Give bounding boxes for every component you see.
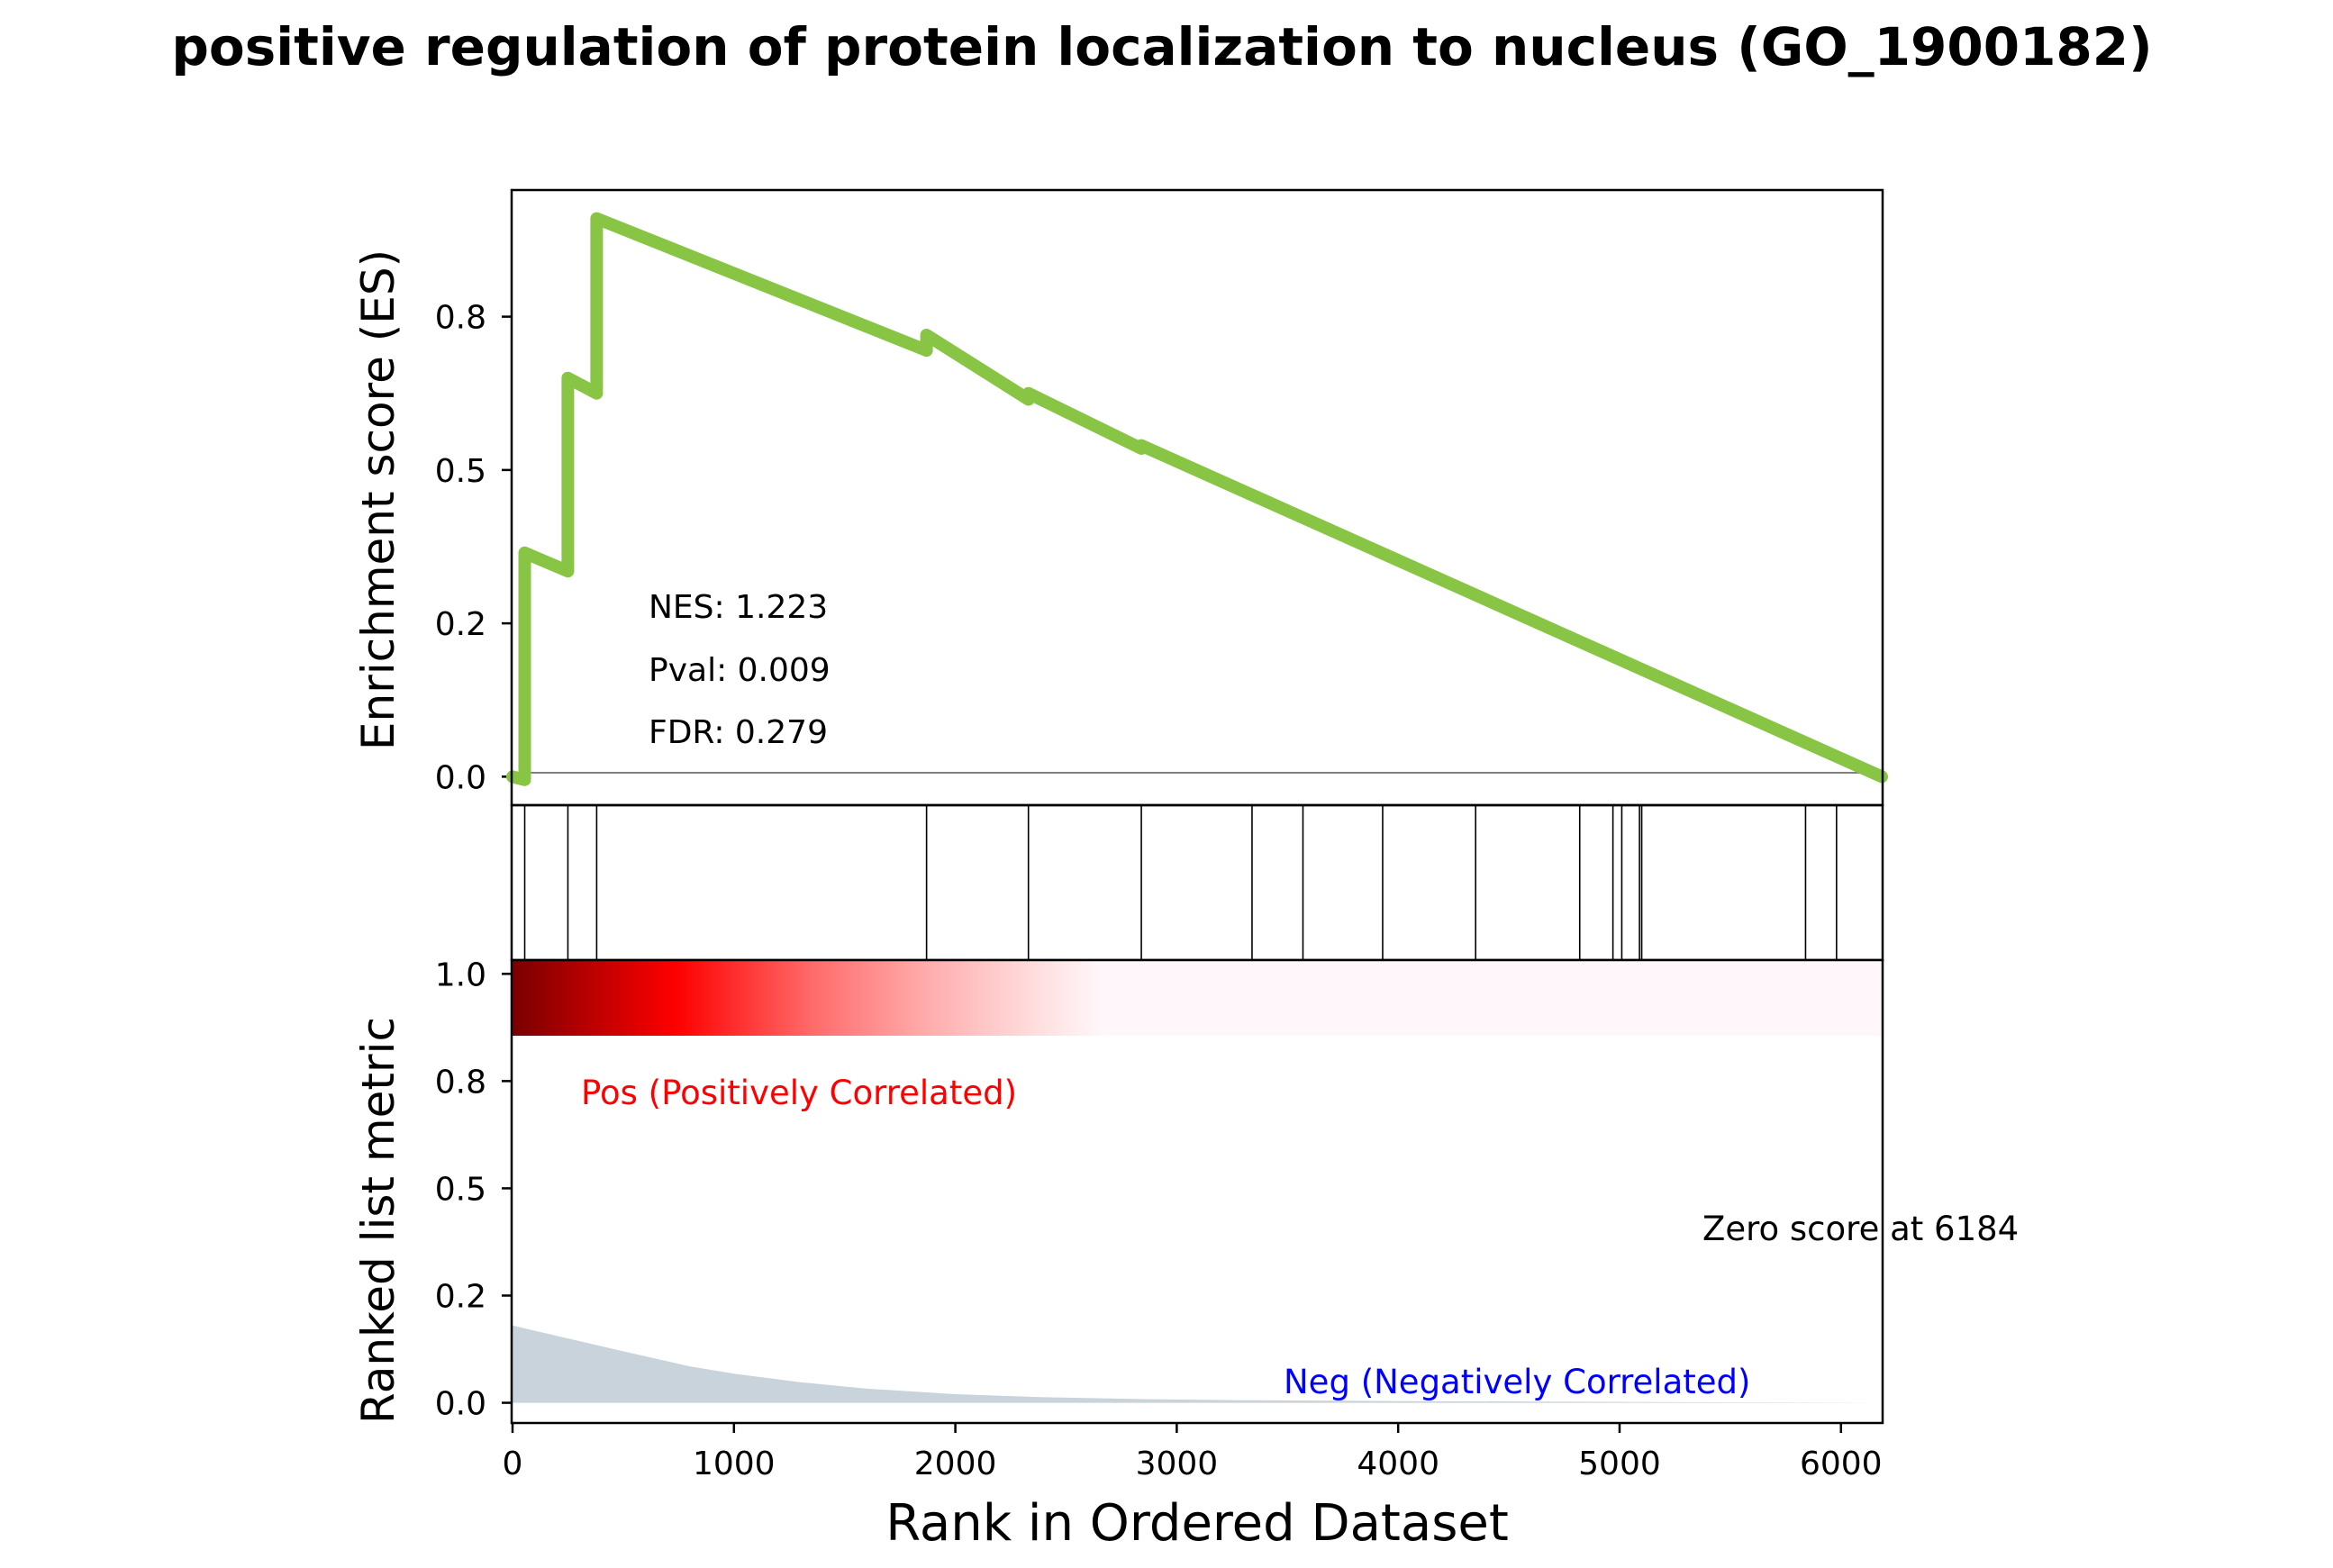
es-y-tick-label: 0.5: [435, 453, 486, 490]
x-tick-label: 1000: [693, 1446, 776, 1482]
gene-set-hits-panel: [510, 803, 1884, 962]
x-tick-label: 4000: [1357, 1446, 1439, 1482]
es-frame: [510, 188, 1884, 807]
x-axis-label: Rank in Ordered Dataset: [885, 1494, 1509, 1553]
figure-title: positive regulation of protein localizat…: [171, 16, 2152, 77]
es-y-tick-label: 0.2: [435, 606, 486, 643]
es-y-ticks: 0.0 0.2 0.5 0.8: [435, 300, 512, 796]
x-tick-label: 5000: [1578, 1446, 1661, 1482]
x-tick-label: 6000: [1800, 1446, 1883, 1482]
x-tick-label: 3000: [1136, 1446, 1219, 1482]
metric-frame: [510, 958, 1884, 1425]
metric-y-tick-label: 0.8: [435, 1064, 486, 1101]
enrichment-score-panel: 0.0 0.2 0.5 0.8 NES: 1.223 Pval: 0.009 FDR:…: [352, 188, 1888, 807]
es-curve: [506, 212, 1888, 786]
es-y-tick-label: 0.0: [435, 759, 486, 796]
metric-y-tick-label: 1.0: [435, 956, 486, 993]
metric-y-tick-label: 0.0: [435, 1386, 486, 1423]
metric-x-ticks: 0 1000 2000 3000 4000 5000 6000: [503, 1423, 1883, 1482]
metric-y-tick-label: 0.2: [435, 1278, 486, 1315]
nes-annotation: NES: 1.223: [649, 589, 828, 626]
pval-annotation: Pval: 0.009: [649, 652, 831, 689]
es-y-axis-label: Enrichment score (ES): [352, 249, 404, 750]
hit-lines: [523, 806, 1838, 960]
ranked-metric-area: [513, 1325, 1882, 1403]
metric-y-tick-label: 0.5: [435, 1171, 486, 1208]
zero-score-label: Zero score at 6184: [1702, 1210, 2019, 1248]
x-tick-label: 2000: [914, 1446, 997, 1482]
es-y-tick-label: 0.8: [435, 300, 486, 337]
rank-heatmap: [513, 961, 1882, 1036]
x-tick-label: 0: [503, 1446, 523, 1482]
hits-frame: [510, 803, 1884, 962]
neg-label: Neg (Negatively Correlated): [1284, 1363, 1750, 1401]
metric-y-axis-label: Ranked list metric: [352, 1017, 404, 1424]
fdr-annotation: FDR: 0.279: [649, 714, 828, 751]
metric-y-ticks: 0.0 0.2 0.5 0.8 1.0: [435, 956, 512, 1423]
pos-label: Pos (Positively Correlated): [581, 1074, 1017, 1112]
ranked-metric-panel: 0.0 0.2 0.5 0.8 1.0 0 1000 2000 3000 4000 5000 600…: [352, 956, 2019, 1553]
